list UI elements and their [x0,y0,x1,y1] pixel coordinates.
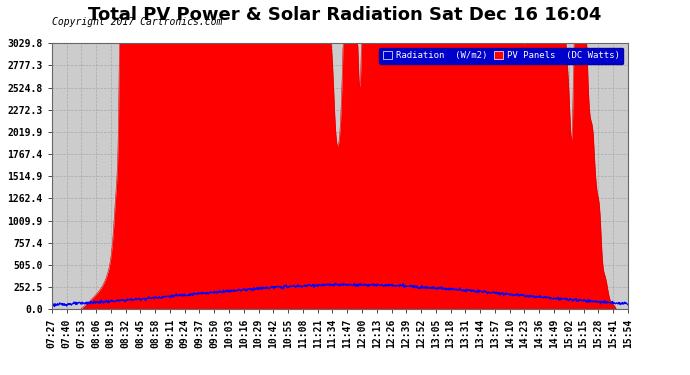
Text: Total PV Power & Solar Radiation Sat Dec 16 16:04: Total PV Power & Solar Radiation Sat Dec… [88,6,602,24]
Legend: Radiation  (W/m2), PV Panels  (DC Watts): Radiation (W/m2), PV Panels (DC Watts) [380,48,623,64]
Text: Copyright 2017 Cartronics.com: Copyright 2017 Cartronics.com [52,17,222,27]
